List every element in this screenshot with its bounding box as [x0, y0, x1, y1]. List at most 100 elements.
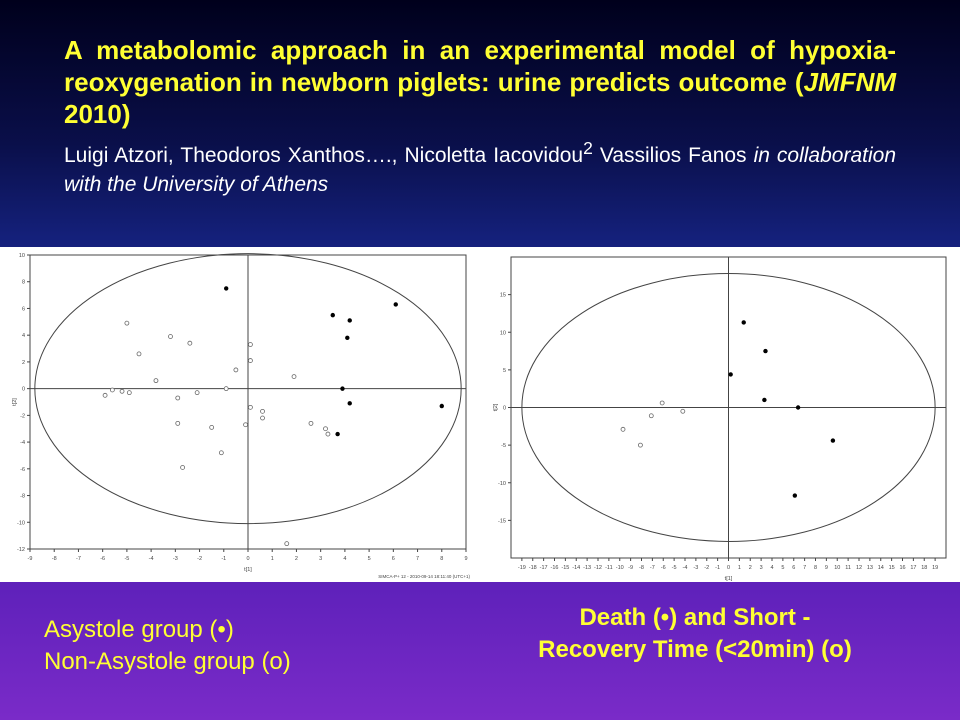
x-tick-label: -8 [639, 565, 644, 571]
data-point-open [248, 342, 253, 347]
x-tick-label: 3 [760, 565, 763, 571]
data-point-open [308, 420, 314, 426]
caption-short-recovery: Recovery Time (<20min) (ο) [538, 636, 852, 663]
scatter-plot-right: -19 -18 -17 -16 -15 -14 -13 -12 -11 -10 -9 -8 -7 -6 -5… [480, 247, 960, 582]
x-tick-label: 16 [899, 565, 905, 571]
data-point-open [223, 386, 229, 392]
x-tick-label: 15 [889, 565, 895, 571]
x-tick-label: -14 [572, 565, 580, 571]
data-point-open [109, 387, 115, 393]
y-tick-label: 5 [503, 368, 506, 374]
data-point-filled [830, 438, 836, 443]
data-point-open [168, 334, 173, 339]
data-point-filled [763, 348, 768, 354]
x-tick-label: -10 [616, 565, 624, 571]
x-tick-label: 11 [845, 565, 851, 571]
caption-right: Death (•) and Short - Recovery Time (<20… [480, 602, 910, 666]
x-tick-label: 8 [440, 556, 443, 562]
x-tick-label: -9 [628, 565, 633, 571]
y-tick-label: 10 [500, 330, 506, 336]
x-tick-label: 14 [878, 565, 884, 571]
data-point-open [323, 426, 328, 432]
x-tick-label: -15 [561, 565, 569, 571]
y-tick-label: 4 [22, 333, 25, 339]
data-point-open [180, 465, 186, 470]
data-point-filled [224, 286, 229, 291]
data-point-open [325, 431, 331, 437]
slide-title: A metabolomic approach in an experimenta… [64, 34, 896, 130]
data-point-filled [347, 401, 352, 406]
data-point-open [233, 367, 239, 373]
slide-authors: Luigi Atzori, Theodoros Xanthos…., Nicol… [64, 134, 896, 199]
data-point-filled [330, 312, 335, 318]
x-tick-label: 9 [825, 565, 828, 571]
authors-text-2: Vassilios Fanos [592, 144, 754, 167]
data-point-filled [347, 318, 352, 323]
x-tick-label: -2 [197, 556, 202, 562]
x-tick-label: -5 [124, 556, 129, 562]
y-tick-label: -10 [498, 481, 506, 487]
data-point-open [680, 408, 686, 414]
data-point-open [175, 395, 181, 401]
data-point-open [218, 450, 224, 456]
x-tick-label: -8 [52, 556, 57, 562]
x-tick-label: 12 [856, 565, 862, 571]
caption-death: Death (•) and Short - [579, 604, 811, 631]
data-point-open [153, 378, 159, 384]
data-point-open [102, 392, 108, 398]
title-year: 2010) [64, 99, 131, 129]
slide-header: A metabolomic approach in an experimenta… [64, 34, 896, 199]
x-tick-label: 9 [464, 556, 467, 562]
x-tick-label: -3 [173, 556, 178, 562]
y-tick-label: 15 [500, 293, 506, 299]
y-tick-label: 0 [22, 387, 25, 393]
x-tick-label: 4 [770, 565, 773, 571]
data-point-open [291, 374, 297, 380]
data-point-open [243, 422, 248, 428]
data-point-open [284, 541, 290, 547]
x-tick-label: 19 [932, 565, 938, 571]
caption-left: Asystole group (•) Non-Asystole group (ο… [44, 614, 291, 678]
data-point-open [209, 424, 215, 430]
data-point-open [124, 320, 130, 326]
data-point-filled [393, 302, 398, 307]
authors-superscript: 2 [583, 138, 593, 158]
x-tick-label: -11 [605, 565, 613, 571]
data-point-open [659, 400, 665, 406]
x-tick-label: 7 [803, 565, 806, 571]
x-tick-label: 5 [368, 556, 371, 562]
data-point-open [638, 442, 643, 448]
x-tick-label: -5 [672, 565, 677, 571]
y-tick-label: -5 [501, 443, 506, 449]
x-tick-label: 6 [792, 565, 795, 571]
data-point-open [194, 390, 200, 396]
x-tick-label: 3 [319, 556, 322, 562]
x-tick-label: -9 [28, 556, 33, 562]
x-tick-label: -17 [540, 565, 548, 571]
x-tick-label: -3 [693, 565, 698, 571]
data-point-open [620, 426, 626, 432]
y-tick-label: -12 [17, 547, 25, 553]
hotelling-ellipse [34, 253, 462, 525]
software-footer: SIMCA-P+ 12 - 2010-09-14 18:11:40 (UTC+1… [378, 574, 470, 579]
x-tick-label: 17 [910, 565, 916, 571]
data-point-open [648, 413, 654, 419]
authors-collaboration: in collaboration with the University of … [64, 144, 896, 196]
data-point-open [187, 340, 193, 346]
y-tick-label: 10 [19, 253, 25, 259]
y-tick-label: 2 [22, 360, 25, 366]
x-tick-label: 10 [834, 565, 840, 571]
y-tick-label: 6 [22, 306, 25, 312]
x-tick-label: -6 [100, 556, 105, 562]
data-point-open [248, 358, 253, 363]
caption-non-asystole: Non-Asystole group (ο) [44, 648, 291, 675]
x-tick-label: 4 [343, 556, 346, 562]
x-tick-label: 2 [749, 565, 752, 571]
x-tick-label: -4 [683, 565, 688, 571]
y-axis-label: t[2] [493, 403, 499, 411]
authors-text: Luigi Atzori, Theodoros Xanthos…., Nicol… [64, 144, 584, 167]
x-tick-label: 13 [867, 565, 873, 571]
data-point-filled [340, 386, 345, 391]
hotelling-ellipse [521, 273, 936, 542]
data-point-filled [439, 403, 444, 409]
